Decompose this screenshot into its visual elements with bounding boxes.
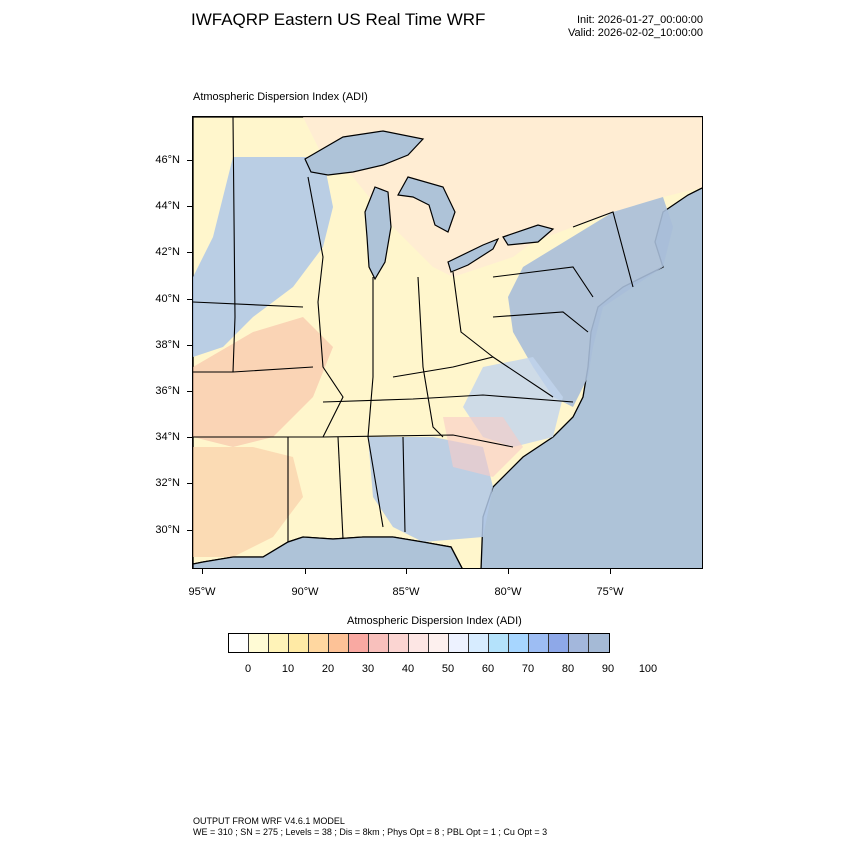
- lat-label: 30°N: [155, 523, 180, 536]
- adi-zone-southplains: [193, 447, 303, 557]
- colorbar-cell: [429, 634, 449, 652]
- lake-ontario: [502, 224, 555, 246]
- lon-tick: [610, 569, 611, 574]
- colorbar-cell: [249, 634, 269, 652]
- colorbar-label: 90: [601, 663, 615, 675]
- lon-label: 95°W: [188, 586, 216, 598]
- valid-time: Valid: 2026-02-02_10:00:00: [568, 27, 703, 39]
- colorbar-label: 30: [361, 663, 375, 675]
- lon-label: 75°W: [596, 586, 624, 598]
- lon-tick: [508, 569, 509, 574]
- lake-erie: [447, 237, 500, 273]
- colorbar-title: Atmospheric Dispersion Index (ADI): [347, 615, 522, 627]
- colorbar-cell: [369, 634, 389, 652]
- adi-zone-plains: [193, 317, 333, 447]
- lat-label: 40°N: [155, 292, 180, 305]
- time-info: Init: 2026-01-27_00:00:00 Valid: 2026-02…: [568, 14, 703, 40]
- lat-label: 32°N: [155, 477, 180, 490]
- colorbar-cell: [489, 634, 509, 652]
- colorbar-cell: [529, 634, 549, 652]
- lat-label: 38°N: [155, 338, 180, 351]
- colorbar-cell: [269, 634, 289, 652]
- lat-tick: [187, 483, 192, 485]
- colorbar-cell: [309, 634, 329, 652]
- lon-label: 85°W: [392, 586, 420, 598]
- lon-label: 80°W: [494, 586, 522, 598]
- adi-zone-northwest: [193, 157, 333, 357]
- footer-line-2: WE = 310 ; SN = 275 ; Levels = 38 ; Dis …: [193, 827, 548, 837]
- colorbar-cell: [229, 634, 249, 652]
- colorbar-label: 20: [321, 663, 335, 675]
- colorbar-cell: [509, 634, 529, 652]
- gulf-of-mexico: [193, 536, 463, 568]
- colorbar-label: 50: [441, 663, 455, 675]
- colorbar-label: 70: [521, 663, 535, 675]
- map-panel: [192, 116, 703, 569]
- lat-tick: [187, 529, 192, 531]
- lat-tick: [187, 206, 192, 208]
- lon-tick: [202, 569, 203, 574]
- init-time: Init: 2026-01-27_00:00:00: [577, 14, 703, 26]
- colorbar-cell: [569, 634, 589, 652]
- colorbar-label: 60: [481, 663, 495, 675]
- colorbar-cell: [449, 634, 469, 652]
- lake-huron: [397, 176, 456, 233]
- colorbar-cell: [389, 634, 409, 652]
- colorbar-label: 0: [244, 663, 252, 675]
- colorbar-cell: [549, 634, 569, 652]
- colorbar-cell: [349, 634, 369, 652]
- lat-label: 46°N: [155, 154, 180, 166]
- colorbar-cell: [589, 634, 609, 652]
- lake-superior: [304, 130, 425, 176]
- lat-tick: [187, 437, 192, 439]
- lat-label: 34°N: [155, 431, 180, 444]
- colorbar-label: 100: [638, 663, 658, 675]
- colorbar-cell: [329, 634, 349, 652]
- adi-zone-carolinas: [443, 417, 523, 477]
- field-title: Atmospheric Dispersion Index (ADI): [193, 91, 368, 103]
- lat-tick: [187, 252, 192, 254]
- lat-tick: [187, 298, 192, 300]
- colorbar-label: 10: [281, 663, 295, 675]
- footer-line-1: OUTPUT FROM WRF V4.6.1 MODEL: [193, 816, 345, 826]
- state-borders: [193, 117, 634, 542]
- lon-tick: [305, 569, 306, 574]
- lat-tick: [187, 391, 192, 392]
- model-footer: OUTPUT FROM WRF V4.6.1 MODEL WE = 310 ; …: [193, 816, 547, 838]
- lon-label: 90°W: [291, 586, 319, 598]
- lat-tick: [187, 344, 192, 346]
- colorbar-cell: [289, 634, 309, 652]
- map-canvas: [193, 117, 702, 568]
- page-title: IWFAQRP Eastern US Real Time WRF: [191, 10, 486, 29]
- lon-tick: [406, 569, 407, 574]
- colorbar-label: 80: [561, 663, 575, 675]
- colorbar-cell: [469, 634, 489, 652]
- colorbar-label: 40: [401, 663, 415, 675]
- lat-label: 44°N: [155, 200, 180, 213]
- lake-michigan: [364, 186, 392, 281]
- colorbar-cell: [409, 634, 429, 652]
- adi-zone-northeast: [508, 197, 673, 407]
- lat-tick: [187, 160, 192, 161]
- colorbar: [228, 633, 610, 653]
- lat-label: 42°N: [155, 246, 180, 259]
- lat-label: 36°N: [155, 385, 180, 397]
